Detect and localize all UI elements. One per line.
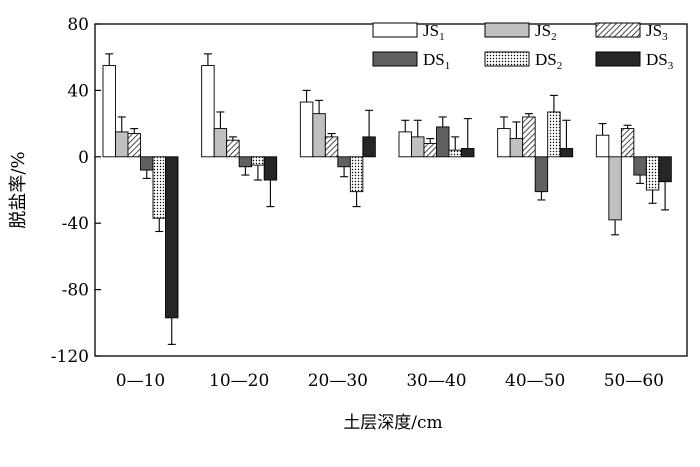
plot-frame bbox=[94, 23, 688, 357]
legend-label-subscript: 2 bbox=[557, 60, 563, 72]
y-tick-label: -80 bbox=[62, 281, 89, 301]
bar-ds1 bbox=[238, 156, 253, 168]
bar-ds2 bbox=[448, 149, 462, 158]
bar-ds2 bbox=[349, 156, 364, 193]
bar-ds1 bbox=[633, 156, 647, 176]
legend-swatch bbox=[595, 22, 641, 38]
bar-ds2 bbox=[152, 156, 166, 219]
y-tick-label: 80 bbox=[67, 15, 89, 35]
y-tick-label: -120 bbox=[51, 347, 89, 367]
x-tick-label: 50—60 bbox=[604, 371, 664, 391]
bar-ds3 bbox=[263, 156, 278, 181]
bar-js1 bbox=[299, 101, 314, 158]
legend-label-name: JS bbox=[423, 21, 439, 40]
bar-js2 bbox=[213, 128, 228, 158]
x-tick-label: 30—40 bbox=[406, 371, 466, 391]
legend-label-subscript: 1 bbox=[445, 60, 451, 72]
bar-js2 bbox=[608, 156, 622, 221]
bar-js3 bbox=[522, 116, 536, 158]
legend-label: DS3 bbox=[646, 50, 674, 72]
bar-js3 bbox=[226, 139, 240, 158]
bar-js3 bbox=[324, 136, 339, 158]
bar-js2 bbox=[509, 138, 524, 158]
bar-js1 bbox=[398, 131, 412, 158]
bars-layer bbox=[102, 53, 672, 345]
legend-swatch bbox=[372, 51, 418, 67]
legend-label: JS2 bbox=[535, 21, 557, 43]
x-tick-label: 40—50 bbox=[505, 371, 565, 391]
legend-label-name: JS bbox=[535, 21, 551, 40]
bar-ds1 bbox=[337, 156, 351, 168]
x-tick-label: 20—30 bbox=[308, 371, 368, 391]
bar-js1 bbox=[201, 65, 215, 158]
legend-label: DS2 bbox=[535, 50, 562, 72]
legend-label: DS1 bbox=[423, 50, 450, 72]
bar-ds2 bbox=[547, 111, 561, 158]
plot-border bbox=[94, 23, 688, 357]
bar-js3 bbox=[620, 128, 635, 158]
bar-ds1 bbox=[140, 156, 154, 171]
legend-swatch bbox=[595, 51, 641, 67]
x-tick-label: 0—10 bbox=[116, 371, 165, 391]
y-tick-label: 0 bbox=[78, 148, 89, 168]
legend-label-name: JS bbox=[646, 21, 662, 40]
legend-swatch bbox=[372, 22, 418, 38]
legend-label-subscript: 1 bbox=[439, 31, 445, 43]
bar-js3 bbox=[127, 133, 141, 158]
bar-js2 bbox=[312, 113, 326, 158]
bar-ds3 bbox=[362, 136, 376, 158]
bar-ds2 bbox=[645, 156, 660, 191]
bar-js2 bbox=[115, 131, 129, 158]
x-axis-ticks: 0—10 10—20 20—30 30—40 40—50 50—60 bbox=[116, 371, 664, 391]
bar-js1 bbox=[497, 128, 511, 158]
legend-label-name: DS bbox=[535, 50, 557, 69]
legend-label-subscript: 3 bbox=[668, 60, 674, 72]
legend-label-name: DS bbox=[646, 50, 668, 69]
bar-ds3 bbox=[658, 156, 672, 183]
x-axis-label: 土层深度/cm bbox=[343, 413, 442, 433]
bar-ds3 bbox=[559, 148, 574, 158]
bar-js2 bbox=[411, 136, 425, 158]
legend-label-subscript: 2 bbox=[551, 31, 557, 43]
y-axis-ticks: -120 -80 -40 0 40 80 bbox=[51, 15, 101, 367]
legend-label-name: DS bbox=[423, 50, 445, 69]
legend-label: JS3 bbox=[646, 21, 668, 43]
bar-ds1 bbox=[436, 126, 450, 158]
legend-swatch bbox=[484, 51, 530, 67]
bar-ds2 bbox=[251, 156, 265, 166]
bar-ds3 bbox=[165, 156, 179, 319]
x-tick-label: 10—20 bbox=[209, 371, 269, 391]
bar-js1 bbox=[102, 65, 116, 158]
bar-ds1 bbox=[534, 156, 549, 193]
y-axis-label: 脱盐率/% bbox=[8, 151, 29, 228]
bar-ds3 bbox=[461, 148, 475, 158]
y-tick-label: 40 bbox=[67, 81, 89, 101]
bar-js3 bbox=[423, 143, 437, 158]
legend-label-subscript: 3 bbox=[662, 31, 668, 43]
legend-label: JS1 bbox=[423, 21, 445, 43]
legend-swatch bbox=[484, 22, 530, 38]
y-tick-label: -40 bbox=[62, 214, 89, 234]
bar-js1 bbox=[595, 134, 610, 158]
